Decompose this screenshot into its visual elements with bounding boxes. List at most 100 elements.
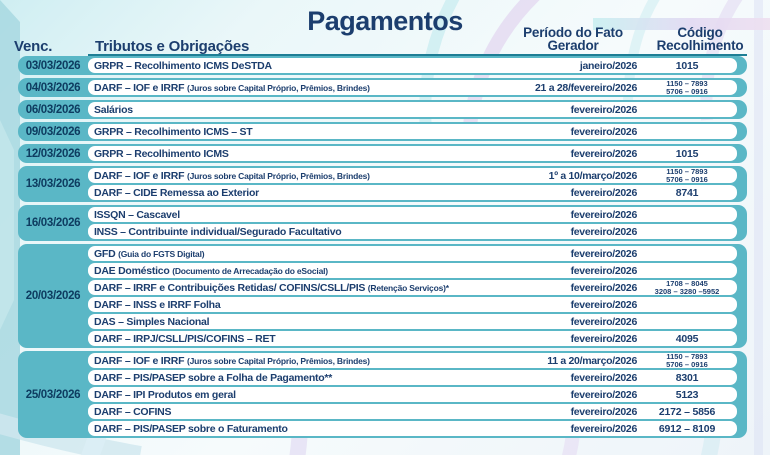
obligation-name: DARF – PIS/PASEP sobre a Folha de Pagame… <box>88 372 487 384</box>
date-group: 25/03/2026 DARF – IOF e IRRF (Juros sobr… <box>18 351 747 438</box>
obligation-name: DAE Doméstico (Documento de Arrecadação … <box>88 265 487 277</box>
period-cell: fevereiro/2026 <box>570 315 638 328</box>
period-cell: fevereiro/2026 <box>570 281 638 294</box>
code-cell: 8741 <box>675 186 699 199</box>
code-cell: 1150 – 7893 5706 – 0916 <box>666 79 708 96</box>
code-cell: 1150 – 7893 5706 – 0916 <box>666 352 708 369</box>
due-date-cell: 03/03/2026 <box>25 59 81 72</box>
date-group: 13/03/2026 DARF – IOF e IRRF (Juros sobr… <box>18 166 747 202</box>
code-cell: 4095 <box>675 332 699 345</box>
period-cell: fevereiro/2026 <box>570 388 638 401</box>
period-cell: fevereiro/2026 <box>570 371 638 384</box>
obligation-name: DARF – IRPJ/CSLL/PIS/COFINS – RET <box>88 333 487 345</box>
column-header-venc: Venc. <box>14 38 53 55</box>
date-group: 04/03/2026 DARF – IOF e IRRF (Juros sobr… <box>18 78 747 97</box>
group-rows: GFD (Guia do FGTS Digital) fevereiro/202… <box>88 244 747 348</box>
obligation-note: (Juros sobre Capital Próprio, Prêmios, B… <box>186 355 370 366</box>
obligation-name-main: DARF – IOF e IRRF <box>94 354 185 367</box>
code-cell: 2172 – 5856 <box>658 405 716 418</box>
period-cell: fevereiro/2026 <box>570 225 638 238</box>
obligation-name-main: DARF – IOF e IRRF <box>94 81 185 94</box>
column-header-periodo: Período do Fato Gerador <box>498 26 648 53</box>
table-row: DARF – CIDE Remessa ao Exterior fevereir… <box>88 185 737 200</box>
period-cell: 1º a 10/março/2026 <box>548 169 638 182</box>
column-header-tributos: Tributos e Obrigações <box>95 38 250 55</box>
obligation-note: (Retenção Serviços)* <box>367 282 449 293</box>
period-cell: fevereiro/2026 <box>570 147 638 160</box>
payments-table: 03/03/2026 GRPR – Recolhimento ICMS DeST… <box>18 56 747 438</box>
due-date-cell: 04/03/2026 <box>25 81 81 94</box>
table-row: DARF – IRPJ/CSLL/PIS/COFINS – RET fevere… <box>88 331 737 346</box>
table-row: DARF – IPI Produtos em geral fevereiro/2… <box>88 387 737 402</box>
obligation-name-main: DARF – IRPJ/CSLL/PIS/COFINS – RET <box>94 332 276 345</box>
obligation-name-main: DARF – COFINS <box>94 405 172 418</box>
obligation-note: (Juros sobre Capital Próprio, Prêmios, B… <box>186 170 370 181</box>
period-cell: fevereiro/2026 <box>570 405 638 418</box>
due-date-cell: 09/03/2026 <box>25 125 81 138</box>
period-cell: fevereiro/2026 <box>570 208 638 221</box>
table-row: DARF – PIS/PASEP sobre a Folha de Pagame… <box>88 370 737 385</box>
period-cell: janeiro/2026 <box>579 59 637 72</box>
obligation-name-main: GFD <box>94 247 116 260</box>
table-row: DARF – COFINS fevereiro/2026 2172 – 5856 <box>88 404 737 419</box>
table-row: Salários fevereiro/2026 <box>88 102 737 117</box>
group-rows: DARF – IOF e IRRF (Juros sobre Capital P… <box>88 351 747 438</box>
date-group: 12/03/2026 GRPR – Recolhimento ICMS feve… <box>18 144 747 163</box>
obligation-name-main: DARF – IRRF e Contribuições Retidas/ COF… <box>94 281 366 294</box>
table-row: DARF – IOF e IRRF (Juros sobre Capital P… <box>88 353 737 368</box>
code-cell: 1015 <box>675 147 699 160</box>
obligation-note: (Juros sobre Capital Próprio, Prêmios, B… <box>186 82 370 93</box>
column-header-codigo: Código Recolhimento <box>650 25 750 53</box>
column-header-codigo-line2: Recolhimento <box>656 38 744 53</box>
obligation-name: GRPR – Recolhimento ICMS – ST <box>88 126 487 138</box>
obligation-name: DARF – IRRF e Contribuições Retidas/ COF… <box>88 282 487 294</box>
obligation-name-main: GRPR – Recolhimento ICMS – ST <box>94 125 253 138</box>
group-rows: GRPR – Recolhimento ICMS – ST fevereiro/… <box>88 122 747 141</box>
obligation-name-main: GRPR – Recolhimento ICMS <box>94 147 229 160</box>
table-row: GRPR – Recolhimento ICMS fevereiro/2026 … <box>88 146 737 161</box>
due-date-cell: 20/03/2026 <box>25 290 81 302</box>
obligation-name: DARF – CIDE Remessa ao Exterior <box>88 187 487 199</box>
obligation-name: DAS – Simples Nacional <box>88 316 487 328</box>
obligation-name-main: DARF – CIDE Remessa ao Exterior <box>94 186 259 199</box>
obligation-name: DARF – IPI Produtos em geral <box>88 389 487 401</box>
obligation-name: INSS – Contribuinte individual/Segurado … <box>88 226 487 238</box>
obligation-note: (Guia do FGTS Digital) <box>118 248 205 259</box>
date-group: 20/03/2026 GFD (Guia do FGTS Digital) fe… <box>18 244 747 348</box>
obligation-name: DARF – COFINS <box>88 406 487 418</box>
table-row: DARF – IOF e IRRF (Juros sobre Capital P… <box>88 168 737 183</box>
header-divider-line <box>88 54 747 56</box>
obligation-name-main: GRPR – Recolhimento ICMS DeSTDA <box>94 59 272 72</box>
period-cell: fevereiro/2026 <box>570 247 638 260</box>
table-row: DARF – INSS e IRRF Folha fevereiro/2026 <box>88 297 737 312</box>
table-row: DARF – IRRF e Contribuições Retidas/ COF… <box>88 280 737 295</box>
period-cell: fevereiro/2026 <box>570 422 638 435</box>
due-date-cell: 16/03/2026 <box>25 217 81 229</box>
date-group: 06/03/2026 Salários fevereiro/2026 <box>18 100 747 119</box>
code-cell: 5123 <box>675 388 699 401</box>
group-rows: GRPR – Recolhimento ICMS fevereiro/2026 … <box>88 144 747 163</box>
obligation-name-main: Salários <box>94 103 133 116</box>
code-cell: 1015 <box>675 59 699 72</box>
table-row: DARF – PIS/PASEP sobre o Faturamento fev… <box>88 421 737 436</box>
period-cell: fevereiro/2026 <box>570 103 638 116</box>
table-row: DARF – IOF e IRRF (Juros sobre Capital P… <box>88 80 737 95</box>
due-date-cell: 13/03/2026 <box>25 178 81 190</box>
obligation-name: DARF – IOF e IRRF (Juros sobre Capital P… <box>88 82 487 94</box>
column-header-codigo-line1: Código <box>677 25 723 40</box>
period-cell: fevereiro/2026 <box>570 125 638 138</box>
period-cell: fevereiro/2026 <box>570 298 638 311</box>
obligation-name: GFD (Guia do FGTS Digital) <box>88 248 487 260</box>
group-rows: DARF – IOF e IRRF (Juros sobre Capital P… <box>88 166 747 202</box>
obligation-name: DARF – PIS/PASEP sobre o Faturamento <box>88 423 487 435</box>
obligation-name: GRPR – Recolhimento ICMS <box>88 148 487 160</box>
table-row: GRPR – Recolhimento ICMS – ST fevereiro/… <box>88 124 737 139</box>
page-title: Pagamentos <box>307 6 463 36</box>
obligation-name-main: DAE Doméstico <box>94 264 170 277</box>
date-group: 09/03/2026 GRPR – Recolhimento ICMS – ST… <box>18 122 747 141</box>
obligation-name-main: ISSQN – Cascavel <box>94 208 180 221</box>
obligation-name: DARF – INSS e IRRF Folha <box>88 299 487 311</box>
obligation-name-main: DARF – INSS e IRRF Folha <box>94 298 221 311</box>
period-cell: fevereiro/2026 <box>570 264 638 277</box>
